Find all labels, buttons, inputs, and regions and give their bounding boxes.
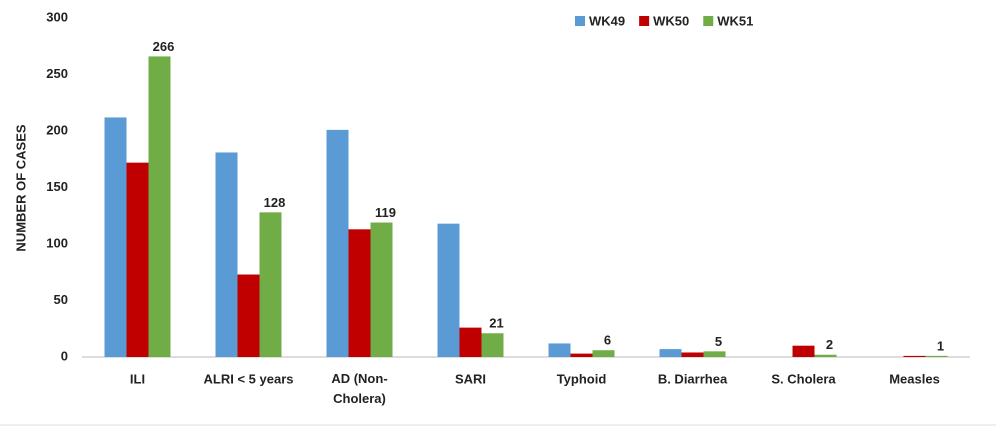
y-tick-label: 100 [46, 235, 68, 250]
bar [215, 152, 238, 357]
bar [126, 162, 149, 357]
legend-label: WK49 [589, 13, 625, 28]
x-tick-label: ALRI < 5 years [204, 371, 294, 386]
data-label: 6 [604, 333, 611, 348]
bar [459, 327, 482, 357]
bar [370, 222, 393, 357]
data-label: 21 [489, 316, 503, 331]
bar [659, 349, 682, 357]
bar [237, 274, 260, 357]
data-label: 5 [715, 334, 722, 349]
x-tick-label: B. Diarrhea [658, 371, 728, 386]
data-label: 119 [375, 205, 396, 220]
bar [437, 223, 460, 357]
bar [148, 56, 171, 358]
y-tick-label: 300 [46, 9, 68, 24]
bar [681, 352, 704, 357]
bar [481, 333, 504, 357]
y-tick-label: 150 [46, 179, 68, 194]
legend-swatch [639, 16, 650, 26]
y-tick-label: 50 [54, 292, 68, 307]
bar [104, 117, 127, 357]
bar [592, 350, 615, 357]
data-label: 266 [153, 39, 175, 54]
bar [326, 129, 349, 357]
x-tick-label: Typhoid [557, 371, 607, 386]
bar [903, 355, 926, 357]
data-label: 2 [826, 337, 833, 352]
x-tick-label: AD (Non-Cholera) [331, 371, 387, 406]
y-axis-title: NUMBER OF CASES [13, 124, 28, 251]
data-label: 128 [264, 195, 286, 210]
legend-label: WK51 [717, 13, 753, 28]
bar [570, 353, 593, 357]
bar [548, 343, 571, 357]
legend-swatch [703, 16, 714, 26]
bar [814, 354, 837, 357]
bar [792, 345, 815, 357]
legend-swatch [575, 16, 585, 26]
y-tick-label: 250 [46, 66, 68, 81]
y-tick-label: 0 [61, 348, 68, 363]
bar [259, 212, 282, 357]
x-tick-label: Measles [889, 371, 940, 386]
x-tick-label: ILI [130, 371, 145, 386]
bar [348, 229, 371, 357]
y-tick-label: 200 [46, 122, 68, 137]
bar [925, 355, 948, 357]
bar [703, 351, 726, 357]
legend-label: WK50 [653, 13, 689, 28]
x-tick-label: S. Cholera [771, 371, 836, 386]
data-label: 1 [937, 338, 944, 353]
x-tick-label: SARI [455, 371, 486, 386]
